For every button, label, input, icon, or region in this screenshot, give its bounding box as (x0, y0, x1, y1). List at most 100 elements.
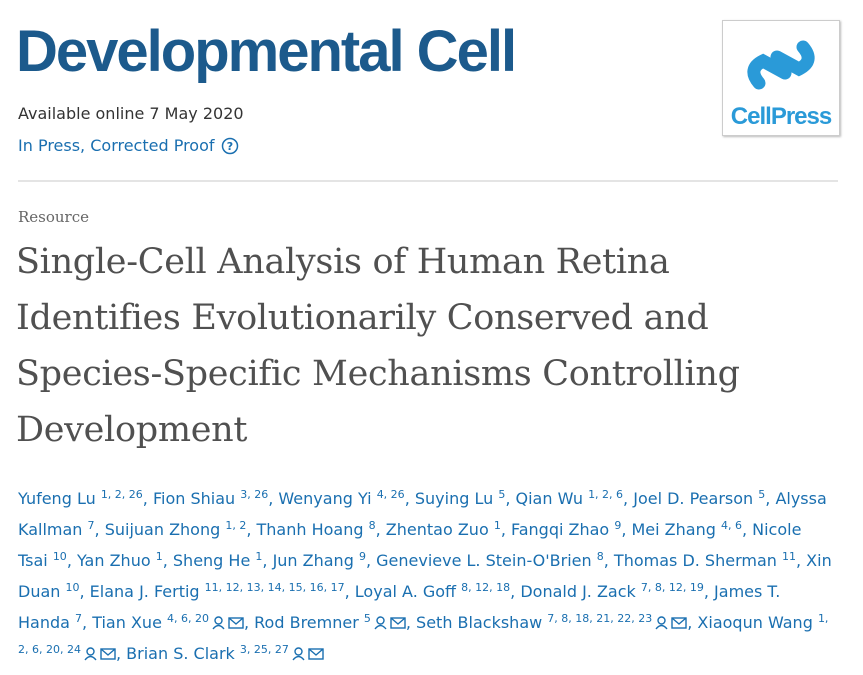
mail-icon[interactable] (671, 616, 687, 630)
affiliations[interactable]: 1, 2, 6, 20, 24 (18, 612, 829, 656)
affiliations[interactable]: 9 (614, 519, 622, 532)
affiliations[interactable]: 7, 8, 12, 19 (640, 581, 704, 594)
separator: , (82, 613, 93, 632)
status: In Press, Corrected Proof? (18, 136, 239, 155)
affiliations[interactable]: 5 (758, 488, 766, 501)
title-line: Species-Specific Mechanisms Controlling (16, 354, 740, 394)
author-name[interactable]: Elana J. Fertig (89, 582, 200, 601)
author-name[interactable]: Xiaoqun Wang (697, 613, 813, 632)
affiliations[interactable]: 10 (52, 550, 67, 563)
affiliations[interactable]: 4, 6, 20 (167, 612, 209, 625)
author-name[interactable]: Mei Zhang (631, 520, 716, 539)
svg-text:?: ? (226, 140, 232, 153)
separator: , (365, 551, 377, 570)
separator: , (510, 582, 521, 601)
affiliations[interactable]: 11 (782, 550, 796, 563)
person-icon[interactable] (212, 616, 225, 630)
author-name[interactable]: Brian S. Clark (126, 644, 235, 663)
separator: , (162, 551, 173, 570)
author-name[interactable]: Nicole Tsai (18, 520, 802, 570)
author-name[interactable]: Loyal A. Goff (354, 582, 457, 601)
affiliations[interactable]: 4, 26 (376, 488, 405, 501)
author-name[interactable]: Sheng He (172, 551, 251, 570)
author-name[interactable]: Thanh Hoang (256, 520, 364, 539)
title-line: Single-Cell Analysis of Human Retina (16, 242, 670, 282)
mail-icon[interactable] (390, 616, 406, 630)
status-text[interactable]: In Press, Corrected Proof (18, 136, 215, 155)
affiliations[interactable]: 9 (358, 550, 366, 563)
separator: , (79, 582, 90, 601)
affiliations[interactable]: 3, 26 (240, 488, 269, 501)
author-name[interactable]: Suying Lu (414, 489, 494, 508)
author-name[interactable]: Fion Shiau (152, 489, 236, 508)
affiliations[interactable]: 10 (65, 581, 80, 594)
affiliations[interactable]: 7 (75, 612, 83, 625)
author-name[interactable]: Donald J. Zack (520, 582, 636, 601)
separator: , (404, 489, 415, 508)
author-name[interactable]: Seth Blackshaw (416, 613, 543, 632)
affiliations[interactable]: 1 (493, 519, 501, 532)
publisher-logo[interactable]: CellPress (722, 20, 840, 136)
person-icon[interactable] (84, 647, 97, 661)
affiliations[interactable]: 4, 6 (720, 519, 742, 532)
affiliations[interactable]: 11, 12, 13, 14, 15, 16, 17 (204, 581, 345, 594)
affiliations[interactable]: 1 (255, 550, 263, 563)
author-name[interactable]: Suijuan Zhong (104, 520, 221, 539)
article-type: Resource (18, 208, 90, 226)
mail-icon[interactable] (308, 647, 324, 661)
mail-icon[interactable] (100, 647, 116, 661)
affiliations[interactable]: 8 (596, 550, 604, 563)
available-date: Available online 7 May 2020 (18, 104, 244, 123)
author-name[interactable]: Thomas D. Sherman (613, 551, 777, 570)
author-name[interactable]: Wenyang Yi (278, 489, 372, 508)
separator: , (405, 613, 417, 632)
affiliations[interactable]: 5 (498, 488, 506, 501)
affiliations[interactable]: 5 (363, 612, 371, 625)
author-name[interactable]: Yufeng Lu (18, 489, 96, 508)
person-icon[interactable] (655, 616, 668, 630)
person-icon[interactable] (292, 647, 305, 661)
title-line: Development (16, 410, 248, 450)
separator: , (703, 582, 715, 601)
affiliations[interactable]: 8 (368, 519, 376, 532)
author-name[interactable]: Alyssa Kallman (18, 489, 827, 539)
affiliations[interactable]: 7, 8, 18, 21, 22, 23 (547, 612, 653, 625)
author-name[interactable]: Genevieve L. Stein-O'Brien (376, 551, 592, 570)
author-name[interactable]: Jun Zhang (272, 551, 354, 570)
affiliations[interactable]: 1, 2, 6 (588, 488, 624, 501)
separator: , (66, 551, 77, 570)
separator: , (505, 489, 516, 508)
author-name[interactable]: Rod Bremner (254, 613, 359, 632)
author-name[interactable]: Yan Zhuo (76, 551, 151, 570)
author-name[interactable]: James T. Handa (18, 582, 781, 632)
author-name[interactable]: Joel D. Pearson (633, 489, 754, 508)
divider (18, 180, 838, 182)
separator: , (246, 520, 257, 539)
affiliations[interactable]: 1 (155, 550, 163, 563)
title-line: Identifies Evolutionarily Conserved and (16, 298, 709, 338)
logo-text: CellPress (730, 103, 832, 130)
separator: , (268, 489, 279, 508)
separator: , (765, 489, 776, 508)
separator: , (243, 613, 255, 632)
journal-title[interactable]: Developmental Cell (16, 19, 517, 84)
separator: , (796, 551, 807, 570)
affiliations[interactable]: 3, 25, 27 (239, 643, 289, 656)
affiliations[interactable]: 8, 12, 18 (461, 581, 511, 594)
separator: , (741, 520, 753, 539)
help-icon[interactable]: ? (221, 137, 239, 155)
separator: , (623, 489, 634, 508)
author-name[interactable]: Qian Wu (515, 489, 583, 508)
separator: , (142, 489, 153, 508)
author-name[interactable]: Zhentao Zuo (385, 520, 489, 539)
affiliations[interactable]: 1, 2, 26 (100, 488, 143, 501)
author-name[interactable]: Tian Xue (92, 613, 162, 632)
affiliations[interactable]: 7 (87, 519, 95, 532)
person-icon[interactable] (374, 616, 387, 630)
separator: , (115, 644, 127, 663)
mail-icon[interactable] (228, 616, 244, 630)
author-name[interactable]: Fangqi Zhao (511, 520, 610, 539)
affiliations[interactable]: 1, 2 (225, 519, 247, 532)
author-name[interactable]: Xin Duan (18, 551, 832, 601)
